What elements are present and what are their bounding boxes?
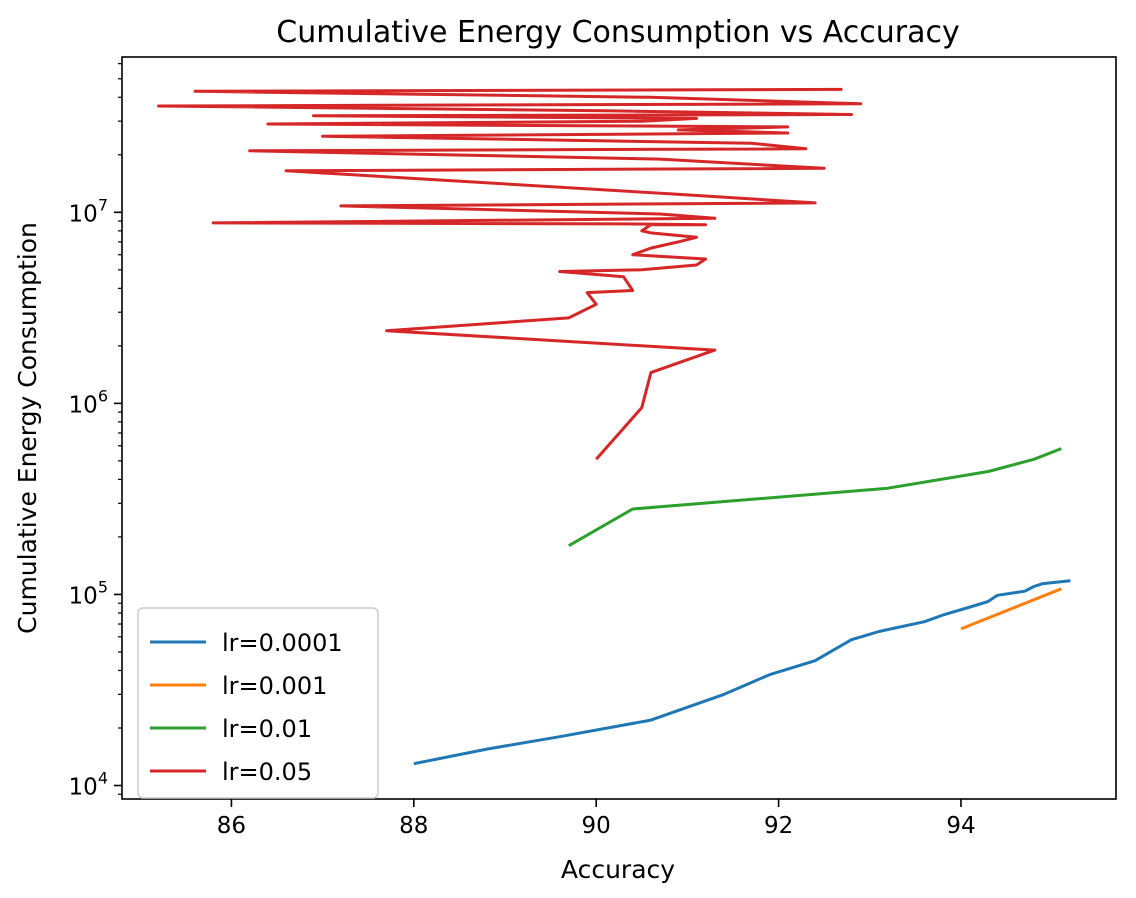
series-line-2 — [568, 447, 1062, 548]
legend-label-0: lr=0.0001 — [222, 629, 343, 657]
series-group — [157, 87, 1071, 766]
x-tick-label-0: 86 — [217, 813, 246, 839]
x-tick-label-4: 94 — [946, 813, 975, 839]
series-line-3 — [157, 87, 863, 461]
legend-label-1: lr=0.001 — [222, 672, 327, 700]
x-axis-label: Accuracy — [561, 855, 675, 884]
y-tick-label-0: 104 — [69, 769, 108, 801]
x-axis: 86 88 90 92 94 — [217, 799, 976, 839]
chart-title: Cumulative Energy Consumption vs Accurac… — [276, 15, 959, 50]
y-axis: 104 105 106 107 — [69, 63, 122, 801]
legend-label-3: lr=0.05 — [222, 758, 312, 786]
y-tick-label-3: 107 — [69, 195, 108, 227]
y-tick-label-2: 106 — [69, 386, 108, 418]
plot-frame — [121, 56, 1117, 800]
plot-area — [121, 56, 1117, 800]
legend-label-2: lr=0.01 — [222, 715, 312, 743]
legend-box — [137, 607, 379, 799]
series-line-1 — [960, 587, 1062, 631]
y-tick-label-1: 105 — [69, 577, 108, 609]
y-axis-label: Cumulative Energy Consumption — [13, 222, 42, 634]
x-tick-label-1: 88 — [399, 813, 428, 839]
series-line-0 — [413, 579, 1071, 766]
legend: lr=0.0001 lr=0.001 lr=0.01 lr=0.05 — [137, 607, 379, 799]
x-tick-label-3: 92 — [764, 813, 793, 839]
x-tick-label-2: 90 — [582, 813, 611, 839]
